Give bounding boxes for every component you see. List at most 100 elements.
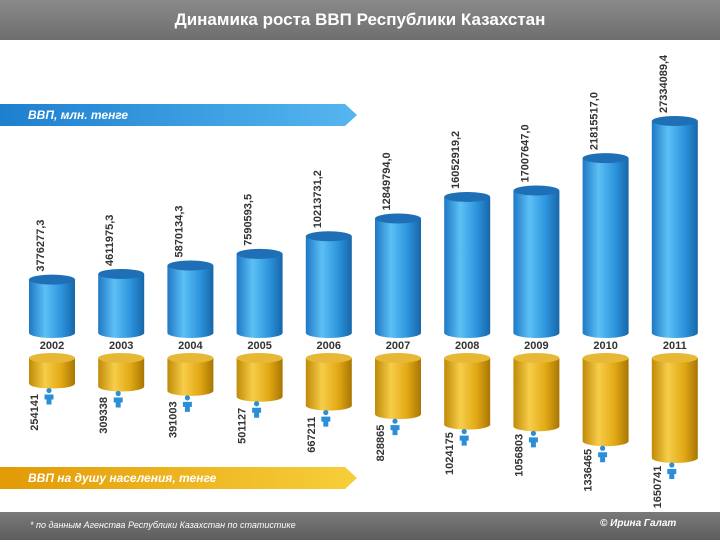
- capita-bar-top: [375, 353, 421, 363]
- capita-value-label: 1650741: [652, 466, 664, 509]
- capita-bar-top: [651, 353, 698, 363]
- gdp-bar-body: [29, 279, 75, 333]
- year-label: 2010: [593, 340, 617, 352]
- capita-bar-top: [29, 353, 75, 363]
- capita-bar-top: [444, 353, 491, 363]
- person-icon: [113, 390, 123, 408]
- capita-bar: [444, 353, 491, 430]
- gdp-bar-top: [582, 153, 629, 164]
- person-icon: [321, 409, 331, 427]
- year-label: 2005: [247, 340, 271, 352]
- gdp-value-label: 27334089,4: [658, 54, 670, 113]
- gdp-band: ВВП, млн. тенге: [0, 104, 357, 126]
- capita-bar-top: [582, 353, 629, 363]
- capita-bar: [513, 353, 560, 432]
- year-label: 2007: [386, 340, 410, 352]
- capita-band-label: ВВП на душу населения, тенге: [28, 471, 217, 485]
- capita-bar-body: [582, 358, 629, 442]
- gdp-band-arrow: [0, 104, 357, 126]
- capita-band: ВВП на душу населения, тенге: [0, 467, 357, 489]
- capita-bar-base: [444, 419, 491, 430]
- capita-bar: [98, 353, 145, 392]
- gdp-bar-base: [29, 328, 75, 338]
- capita-bar-body: [513, 358, 560, 427]
- capita-bar-top: [167, 353, 214, 363]
- gdp-bar: [582, 153, 629, 338]
- capita-bar-base: [167, 385, 214, 396]
- person-icon: [44, 387, 54, 405]
- capita-bars: 254141 309338 391003 501127 667211 828865 1024…: [29, 353, 698, 508]
- year-label: 2011: [663, 340, 687, 352]
- gdp-bar: [29, 274, 75, 338]
- year-label: 2009: [524, 340, 548, 352]
- gdp-bar-base: [375, 328, 421, 338]
- year-label: 2006: [317, 340, 341, 352]
- capita-bar: [582, 353, 629, 447]
- capita-bar-base: [651, 453, 698, 463]
- capita-bar-body: [167, 358, 214, 391]
- person-icon: [459, 428, 469, 446]
- gdp-bar: [444, 191, 491, 338]
- source-note: * по данным Агенства Республики Казахста…: [30, 520, 296, 530]
- capita-bar-body: [236, 358, 283, 397]
- gdp-bar-base: [167, 328, 214, 338]
- gdp-value-label: 4611975,3: [104, 215, 116, 266]
- gdp-value-label: 21815517,0: [589, 92, 601, 150]
- gdp-bar-body: [98, 273, 145, 333]
- gdp-bar-body: [582, 158, 629, 333]
- capita-bar: [305, 353, 352, 411]
- capita-value-label: 828865: [375, 425, 387, 462]
- capita-bar: [29, 353, 75, 389]
- gdp-value-label: 5870134,3: [173, 205, 185, 257]
- gdp-bar-base: [651, 328, 698, 338]
- capita-bar-top: [236, 353, 283, 363]
- gdp-bar-top: [236, 248, 283, 259]
- gdp-bar-top: [513, 185, 560, 196]
- capita-bar-base: [29, 378, 75, 389]
- gdp-bar-body: [167, 265, 214, 333]
- gdp-value-label: 17007647,0: [519, 124, 531, 182]
- gdp-bar-top: [651, 116, 698, 126]
- capita-value-label: 391003: [167, 401, 179, 438]
- gdp-value-label: 3776277,3: [35, 220, 47, 272]
- gdp-bar-base: [582, 328, 629, 338]
- gdp-bar: [98, 268, 145, 338]
- person-icon: [390, 418, 400, 436]
- person-icon: [182, 395, 192, 412]
- gdp-bar-top: [98, 268, 145, 279]
- gdp-bar-body: [513, 190, 560, 333]
- author-credit: © Ирина Галат: [600, 518, 677, 529]
- capita-bar-top: [305, 353, 352, 363]
- gdp-bar-body: [444, 196, 491, 333]
- capita-value-label: 309338: [98, 397, 110, 434]
- gdp-value-label: 10213731,2: [312, 170, 324, 228]
- title-bar: [0, 0, 720, 40]
- capita-bar-base: [98, 381, 145, 392]
- year-label: 2004: [178, 340, 203, 352]
- gdp-bar-top: [167, 260, 214, 271]
- footer-bar: [0, 512, 720, 540]
- capita-bar-base: [305, 400, 352, 411]
- capita-bar-base: [513, 421, 560, 432]
- capita-bar-body: [305, 358, 352, 406]
- capita-bar-base: [375, 409, 421, 420]
- gdp-bar-body: [375, 218, 421, 333]
- capita-bar-body: [444, 358, 491, 425]
- capita-bar: [167, 353, 214, 396]
- capita-value-label: 667211: [306, 417, 318, 453]
- capita-bar: [651, 353, 698, 463]
- year-label: 2008: [455, 340, 479, 352]
- gdp-bar: [167, 260, 214, 338]
- gdp-value-label: 7590593,5: [243, 194, 255, 246]
- capita-value-label: 1336465: [583, 449, 595, 492]
- gdp-bar: [375, 213, 421, 338]
- gdp-bar-top: [29, 274, 75, 285]
- capita-value-label: 501127: [237, 408, 249, 444]
- gdp-bar: [651, 116, 698, 338]
- gdp-bar-body: [651, 121, 698, 333]
- capita-bar: [375, 353, 421, 420]
- gdp-value-label: 12849794,0: [381, 152, 393, 210]
- capita-bar: [236, 353, 283, 402]
- gdp-bars: 2002 3776277,3 2003 4611975,3 2004 5870134,3 2…: [29, 54, 698, 352]
